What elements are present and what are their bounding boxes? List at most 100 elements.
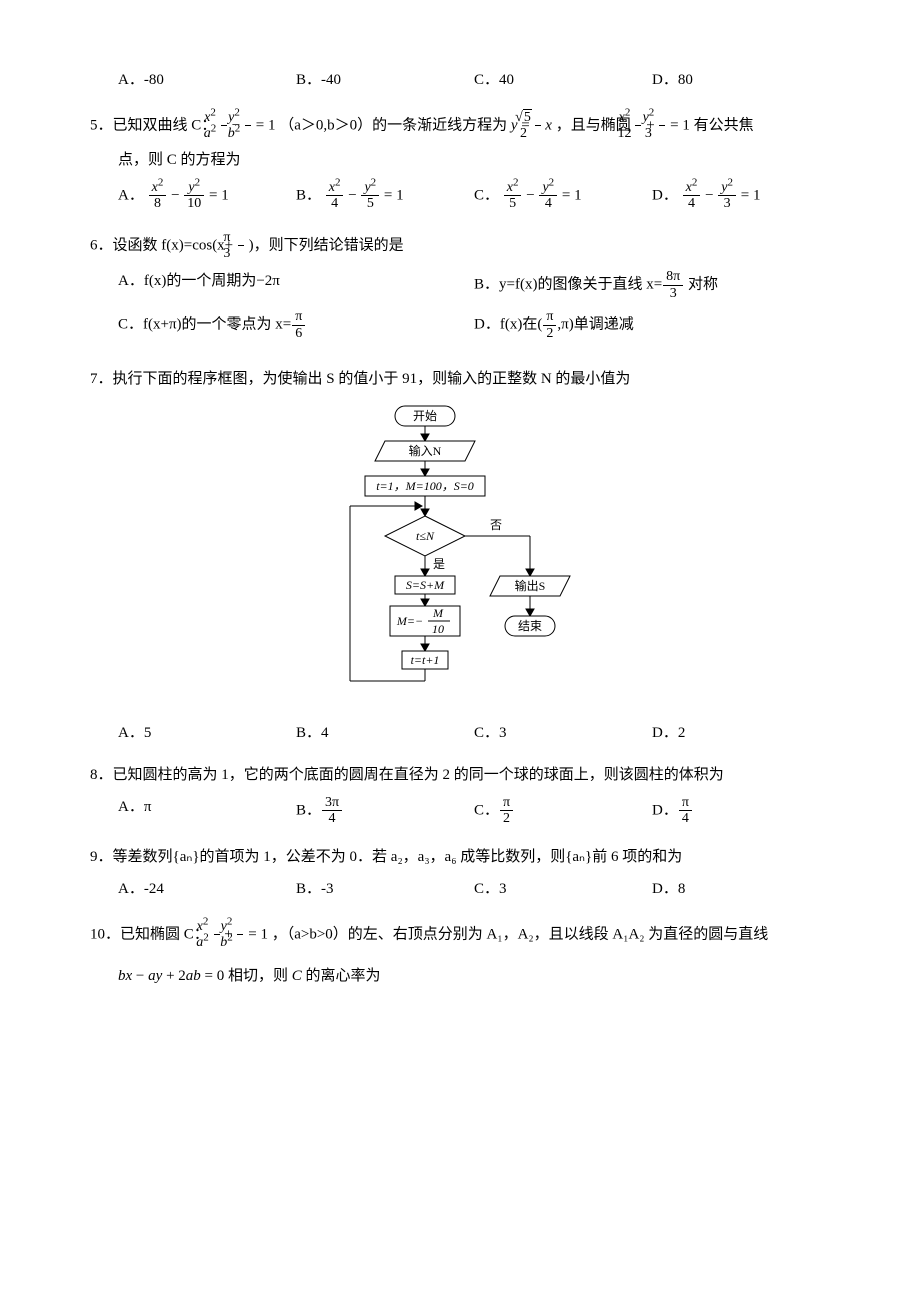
q6c-num: π xyxy=(292,309,305,325)
q6-options: A．f(x)的一个周期为−2π B．y=f(x)的图像关于直线 x=8π3 对称… xyxy=(118,269,830,349)
q5-line2: 点，则 C 的方程为 xyxy=(118,148,830,172)
q7-options: A．5 B．4 C．3 D．2 xyxy=(118,721,830,745)
q6-arg-num: π xyxy=(238,230,244,246)
q8-opt-c: C．π2 xyxy=(474,795,652,827)
q6c-den: 6 xyxy=(292,326,305,341)
q4-opt-b: B．-40 xyxy=(296,68,474,92)
q8d-den: 4 xyxy=(679,811,692,826)
q6-opt-d: D．f(x)在(π2,π)单调递减 xyxy=(474,309,830,341)
q6b-den: 3 xyxy=(663,286,683,301)
q8b-num: 3π xyxy=(322,795,342,811)
flow-step2-den: 10 xyxy=(432,622,444,636)
q6-opt-a: A．f(x)的一个周期为−2π xyxy=(118,269,474,301)
q8d-num: π xyxy=(679,795,692,811)
q5-opt-a: A． x28 − y210 = 1 xyxy=(118,180,296,212)
q9-opt-c: C．3 xyxy=(474,877,652,901)
q5-end: 有公共焦 xyxy=(694,117,754,133)
q7-opt-d: D．2 xyxy=(652,721,830,745)
q10-eq-y: y2b2 xyxy=(237,919,243,951)
q9-opt-d: D．8 xyxy=(652,877,830,901)
q9-options: A．-24 B．-3 C．3 D．8 xyxy=(118,877,830,901)
q7-text: 7．执行下面的程序框图，为使输出 S 的值小于 91，则输入的正整数 N 的最小… xyxy=(90,367,830,391)
q4-opt-a: A．-80 xyxy=(118,68,296,92)
q9-opt-b: B．-3 xyxy=(296,877,474,901)
q8-opt-a: A．π xyxy=(118,795,296,827)
flow-init: t=1，M=100，S=0 xyxy=(376,479,474,493)
q6b-post: 对称 xyxy=(684,277,718,293)
q5-ell-yden: 3 xyxy=(659,126,665,141)
flow-start: 开始 xyxy=(413,409,437,423)
q5b-yden: 5 xyxy=(361,196,379,211)
q5c-xden: 5 xyxy=(504,196,522,211)
q6-opt-b: B．y=f(x)的图像关于直线 x=8π3 对称 xyxy=(474,269,830,301)
q6b-num: 8π xyxy=(663,269,683,285)
q5a-yden: 10 xyxy=(184,196,204,211)
q5-opt-b-label: B． xyxy=(296,187,321,203)
q5-opt-b: B． x24 − y25 = 1 xyxy=(296,180,474,212)
q5-asym: √52 xyxy=(535,110,541,142)
q6-text: 6．设函数 f(x)=cos(x+ π3 )，则下列结论错误的是 xyxy=(90,230,830,262)
q8c-den: 2 xyxy=(500,811,513,826)
q10-pre: 10．已知椭圆 C： xyxy=(90,926,209,942)
q4-opt-d: D．80 xyxy=(652,68,830,92)
q5b-xden: 4 xyxy=(326,196,344,211)
q6-pre: 6．设函数 f(x)=cos(x+ xyxy=(90,237,233,253)
q9-text: 9．等差数列{aₙ}的首项为 1，公差不为 0．若 a₂，a₃，a₆ 成等比数列… xyxy=(90,845,830,869)
q6b-pre: B．y=f(x)的图像关于直线 x= xyxy=(474,277,662,293)
q10-post: ，（a>b>0）的左、右顶点分别为 A₁，A₂，且以线段 A₁A₂ 为直径的圆与… xyxy=(272,926,769,942)
q5-opt-a-label: A． xyxy=(118,187,144,203)
q7-opt-c: C．3 xyxy=(474,721,652,745)
flow-step2-pre: M=− xyxy=(396,614,423,628)
q6c-pre: C．f(x+π)的一个零点为 x= xyxy=(118,316,291,332)
q5d-yden: 3 xyxy=(718,196,736,211)
q5-asym-den: 2 xyxy=(535,126,541,141)
q8-options: A．π B．3π4 C．π2 D．π4 xyxy=(118,795,830,827)
q5-ell-xden: 12 xyxy=(635,126,641,141)
flow-end: 结束 xyxy=(518,619,542,633)
q5a-xden: 8 xyxy=(149,196,167,211)
q4-options: A．-80 B．-40 C．40 D．80 xyxy=(118,68,830,92)
flow-step1: S=S+M xyxy=(406,578,445,592)
q5-ell-y: y23 xyxy=(659,110,665,142)
q10-eq-x: x2a2 xyxy=(214,919,220,951)
q8b-den: 4 xyxy=(322,811,342,826)
q6-arg-den: 3 xyxy=(238,246,244,261)
q5-asym-rad: 5 xyxy=(523,109,532,125)
q8b-pre: B． xyxy=(296,802,321,818)
q8d-pre: D． xyxy=(652,802,678,818)
q5-opt-d: D． x24 − y23 = 1 xyxy=(652,180,830,212)
q5-eq1-x: x2a2 xyxy=(221,110,227,142)
q5-options: A． x28 − y210 = 1 B． x24 − y25 = 1 C． x2… xyxy=(118,180,830,212)
q7-flowchart: 开始 输入N t=1，M=100，S=0 t≤N 是 否 S=S+M M=− M… xyxy=(310,401,610,711)
q5-opt-c: C． x25 − y24 = 1 xyxy=(474,180,652,212)
q5-pre: 5．已知双曲线 C： xyxy=(90,117,216,133)
q6d-num: π xyxy=(543,309,556,325)
q5-ell-x: x212 xyxy=(635,110,641,142)
q4-opt-c: C．40 xyxy=(474,68,652,92)
q5-opt-d-label: D． xyxy=(652,187,678,203)
q8-opt-d: D．π4 xyxy=(652,795,830,827)
q5d-xden: 4 xyxy=(683,196,701,211)
q7-opt-a: A．5 xyxy=(118,721,296,745)
q5c-yden: 4 xyxy=(539,196,557,211)
q6-post: )，则下列结论错误的是 xyxy=(249,237,404,253)
flow-output: 输出S xyxy=(515,578,546,593)
q6d-den: 2 xyxy=(543,326,556,341)
q7-opt-b: B．4 xyxy=(296,721,474,745)
q8-text: 8．已知圆柱的高为 1，它的两个底面的圆周在直径为 2 的同一个球的球面上，则该… xyxy=(90,763,830,787)
q6-opt-c: C．f(x+π)的一个零点为 x=π6 xyxy=(118,309,474,341)
q9-opt-a: A．-24 xyxy=(118,877,296,901)
q5-mid1: （a＞0,b＞0）的一条渐近线方程为 xyxy=(279,117,511,133)
flow-input: 输入N xyxy=(409,443,442,458)
q5-eq1-y: y2b2 xyxy=(245,110,251,142)
q5-text: 5．已知双曲线 C： x2a2 − y2b2 = 1 （a＞0,b＞0）的一条渐… xyxy=(90,110,830,142)
q8c-pre: C． xyxy=(474,802,499,818)
q5-opt-c-label: C． xyxy=(474,187,499,203)
q6d-pre: D．f(x)在( xyxy=(474,316,542,332)
q8c-num: π xyxy=(500,795,513,811)
q10-text: 10．已知椭圆 C： x2a2 + y2b2 = 1 ，（a>b>0）的左、右顶… xyxy=(90,919,830,951)
flow-step3: t=t+1 xyxy=(411,653,440,667)
q6-arg: π3 xyxy=(238,230,244,262)
flow-yes: 是 xyxy=(433,557,445,571)
q6d-post: ,π)单调递减 xyxy=(557,316,633,332)
